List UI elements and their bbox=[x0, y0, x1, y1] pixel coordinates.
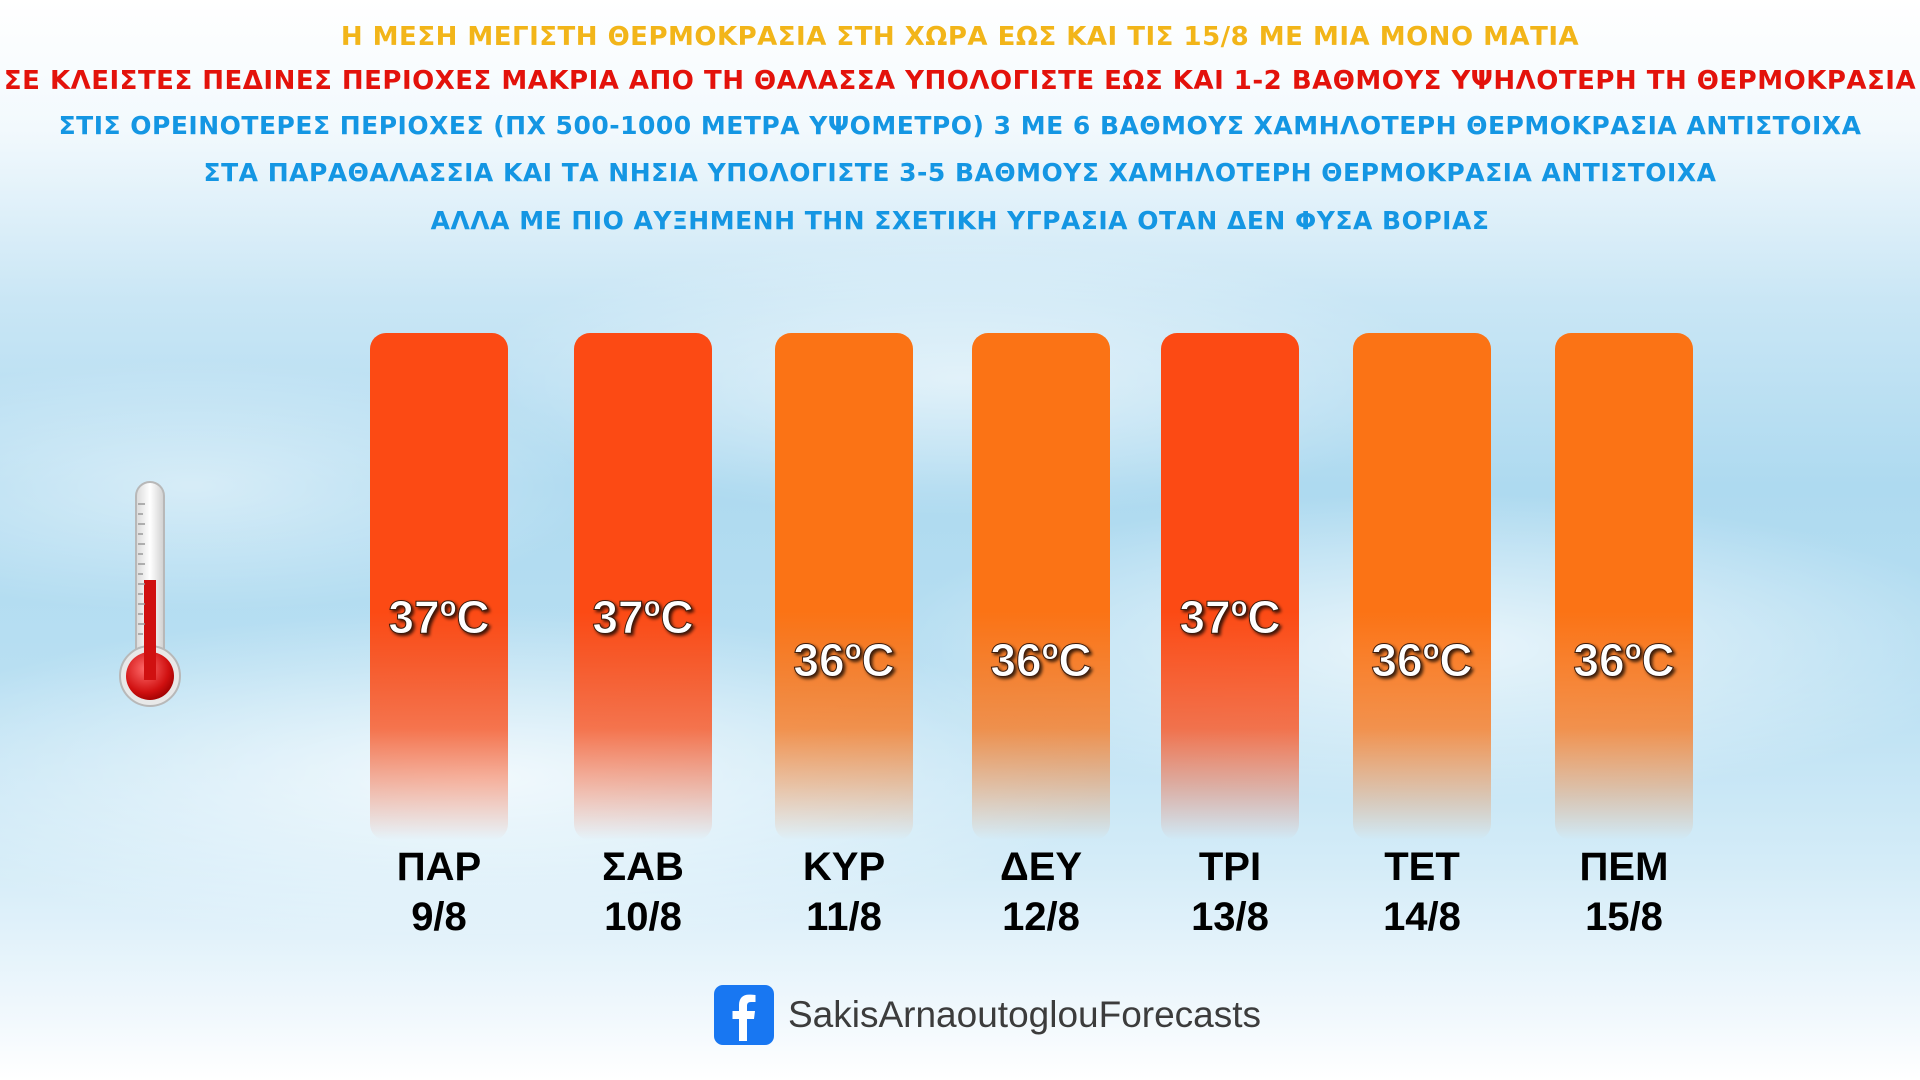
temperature-value-label: 37ºC bbox=[1179, 591, 1280, 643]
facebook-icon bbox=[714, 985, 774, 1045]
facebook-page-name: SakisArnaoutoglouForecasts bbox=[788, 994, 1262, 1035]
day-label: ΣΑΒ bbox=[602, 845, 684, 889]
temperature-value-label: 36ºC bbox=[793, 634, 894, 686]
temperature-bar bbox=[1353, 333, 1491, 840]
day-label: ΤΡΙ bbox=[1199, 845, 1261, 889]
thermometer-icon bbox=[119, 481, 181, 707]
temperature-value-label: 37ºC bbox=[388, 591, 489, 643]
day-label: ΤΕΤ bbox=[1384, 845, 1460, 889]
date-label: 9/8 bbox=[411, 895, 467, 939]
date-label: 11/8 bbox=[806, 895, 882, 939]
headline-humidity-note: ΑΛΛΑ ΜΕ ΠΙΟ ΑΥΞΗΜΕΝΗ ΤΗΝ ΣΧΕΤΙΚΗ ΥΓΡΑΣΙΑ… bbox=[430, 206, 1490, 235]
headline-coastal-note: ΣΤΑ ΠΑΡΑΘΑΛΑΣΣΙΑ ΚΑΙ ΤΑ ΝΗΣΙΑ ΥΠΟΛΟΓΙΣΤΕ… bbox=[203, 158, 1717, 187]
headline-lowland-note: ΣΕ ΚΛΕΙΣΤΕΣ ΠΕΔΙΝΕΣ ΠΕΡΙΟΧΕΣ ΜΑΚΡΙΑ ΑΠΟ … bbox=[3, 66, 1917, 96]
temperature-bar bbox=[1555, 333, 1693, 840]
temperature-bar bbox=[775, 333, 913, 840]
headline-main: Η ΜΕΣΗ ΜΕΓΙΣΤΗ ΘΕΡΜΟΚΡΑΣΙΑ ΣΤΗ ΧΩΡΑ ΕΩΣ … bbox=[340, 22, 1580, 52]
temperature-value-label: 37ºC bbox=[592, 591, 693, 643]
temperature-bar bbox=[972, 333, 1110, 840]
date-label: 15/8 bbox=[1585, 895, 1663, 939]
temperature-bar bbox=[574, 333, 712, 840]
temperature-bar bbox=[1161, 333, 1299, 840]
day-label: ΠΑΡ bbox=[397, 845, 481, 889]
temperature-bar bbox=[370, 333, 508, 840]
day-label: ΠΕΜ bbox=[1580, 845, 1669, 889]
temperature-value-label: 36ºC bbox=[1371, 634, 1472, 686]
date-label: 12/8 bbox=[1002, 895, 1080, 939]
temperature-value-label: 36ºC bbox=[990, 634, 1091, 686]
date-label: 10/8 bbox=[604, 895, 682, 939]
date-label: 13/8 bbox=[1191, 895, 1269, 939]
temperature-value-label: 36ºC bbox=[1573, 634, 1674, 686]
headline-mountain-note: ΣΤΙΣ ΟΡΕΙΝΟΤΕΡΕΣ ΠΕΡΙΟΧΕΣ (ΠΧ 500-1000 Μ… bbox=[58, 111, 1862, 140]
day-label: ΚΥΡ bbox=[803, 845, 885, 889]
day-label: ΔΕΥ bbox=[1000, 845, 1082, 889]
date-label: 14/8 bbox=[1383, 895, 1461, 939]
facebook-credit[interactable]: SakisArnaoutoglouForecasts bbox=[714, 983, 1261, 1047]
